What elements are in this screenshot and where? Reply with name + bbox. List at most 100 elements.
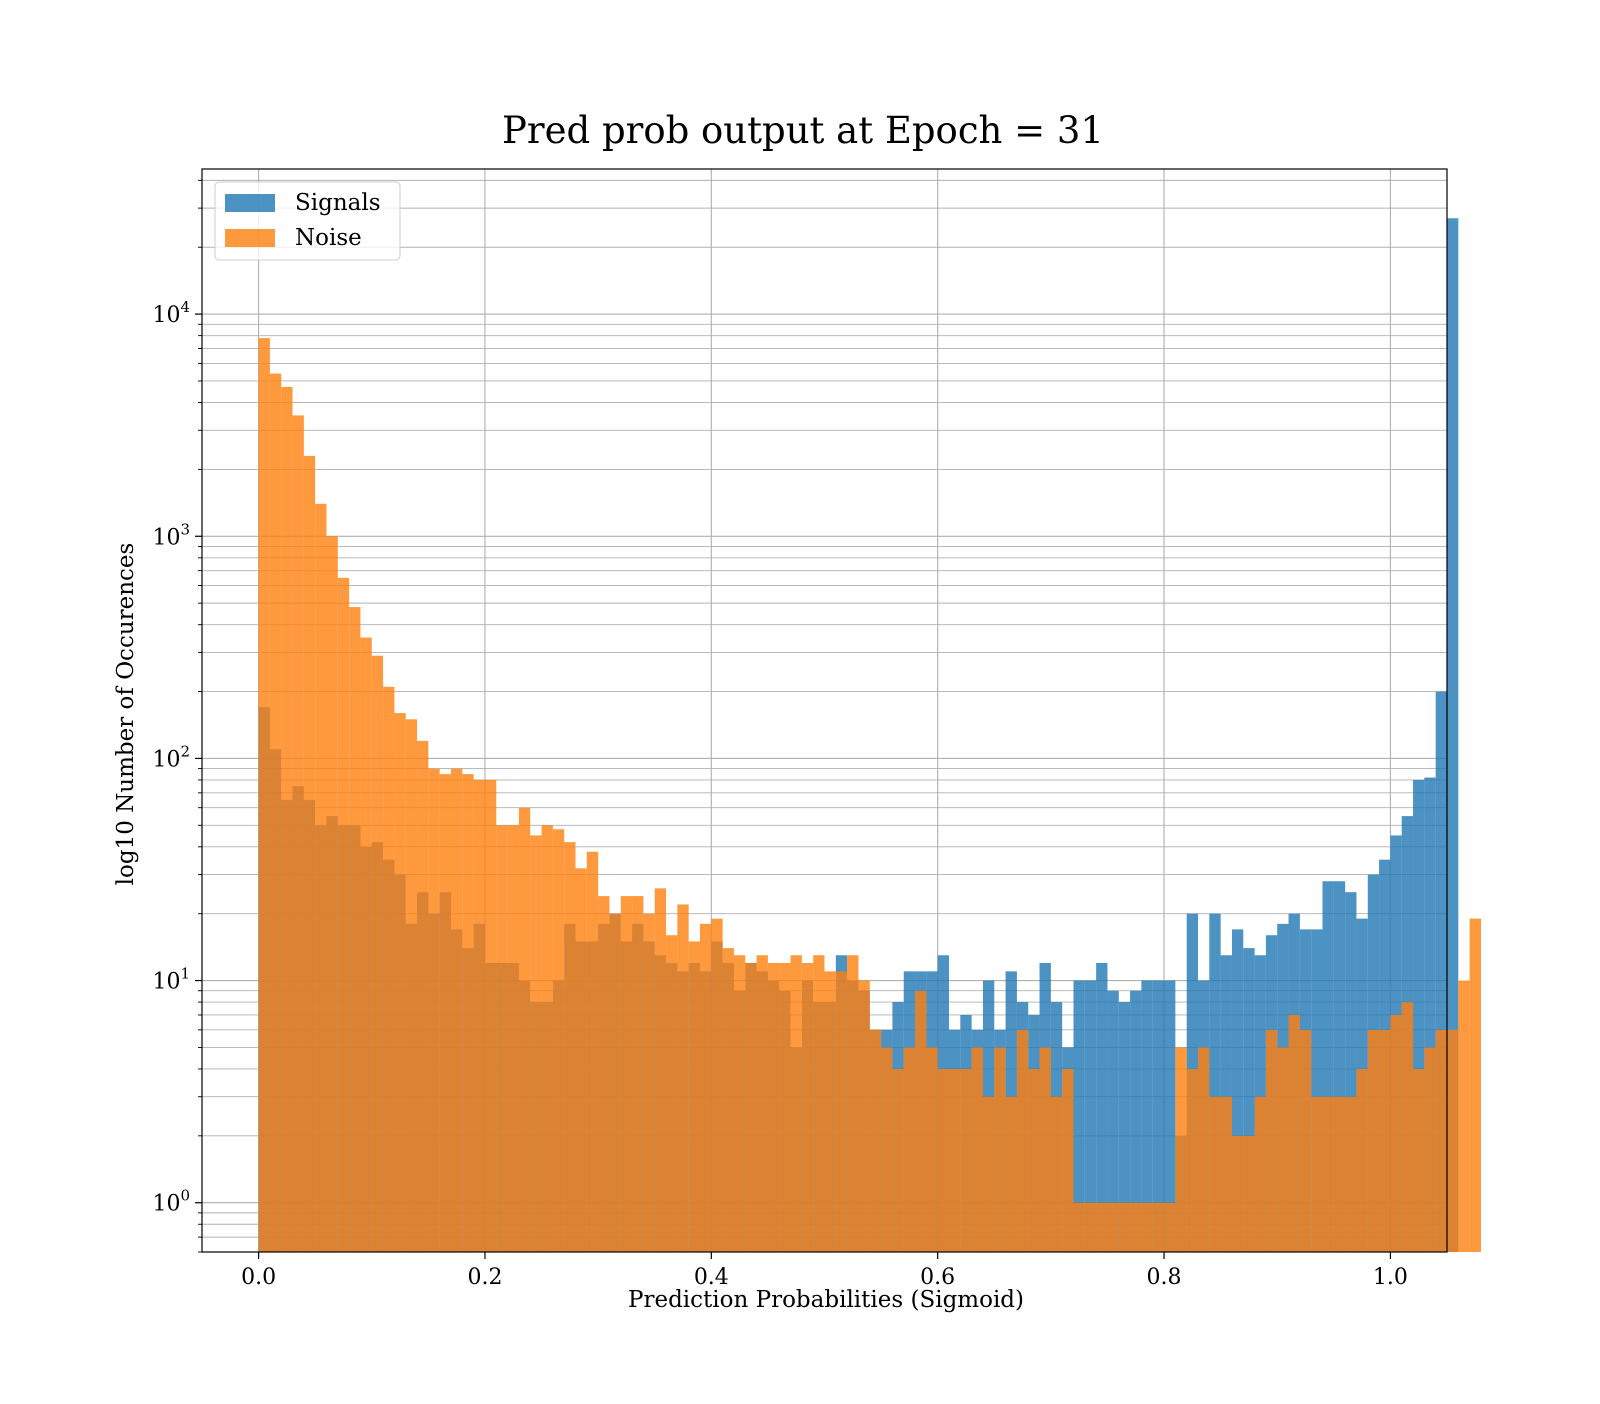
x-tick-label: 1.0 — [1373, 1265, 1408, 1290]
chart-title: Pred prob output at Epoch = 31 — [502, 109, 1104, 152]
bar-signals — [1231, 929, 1244, 1252]
bar-noise — [903, 1047, 916, 1252]
bar-signals — [1152, 980, 1165, 1252]
bar-signals — [1130, 990, 1142, 1252]
bar-signals — [1333, 881, 1346, 1252]
bar-noise — [711, 918, 723, 1252]
y-tick-label: 104 — [152, 298, 190, 328]
bar-noise — [824, 971, 836, 1252]
bar-noise — [315, 503, 327, 1252]
bar-noise — [1175, 1047, 1187, 1252]
bar-noise — [1039, 1047, 1051, 1252]
bar-noise — [484, 779, 497, 1252]
y-tick-label: 101 — [152, 965, 190, 995]
bar-noise — [360, 637, 372, 1252]
bar-noise — [677, 904, 689, 1252]
bar-noise — [1424, 1047, 1436, 1252]
bar-noise — [575, 868, 587, 1252]
bars-layer — [258, 218, 1481, 1253]
bar-noise — [654, 888, 667, 1252]
bar-signals — [1096, 962, 1108, 1252]
bar-noise — [1084, 1202, 1097, 1252]
bar-noise — [1265, 1029, 1278, 1252]
axes-layer: 0.0 0.2 0.4 0.6 0.8 1.0 100 101 102 103 104 — [152, 168, 1448, 1290]
x-axis-label: Prediction Probabilities (Sigmoid) — [628, 1287, 1024, 1313]
bar-noise — [1435, 1029, 1447, 1252]
bar-noise — [835, 971, 848, 1252]
bar-noise — [779, 962, 791, 1252]
bar-signals — [1345, 892, 1357, 1252]
bar-noise — [1447, 1029, 1459, 1252]
bar-noise — [767, 962, 780, 1252]
bar-noise — [1333, 1096, 1346, 1252]
bar-noise — [586, 851, 599, 1252]
bar-noise — [745, 962, 757, 1252]
bar-noise — [937, 1068, 949, 1252]
bar-noise — [1299, 1029, 1312, 1252]
bar-signals — [1209, 913, 1221, 1252]
y-tick-label: 100 — [152, 1187, 190, 1217]
bar-noise — [1367, 1029, 1380, 1252]
bar-noise — [869, 1029, 882, 1252]
bar-noise — [813, 955, 825, 1252]
bar-noise — [518, 807, 531, 1252]
bar-noise — [1345, 1096, 1357, 1252]
bar-noise — [881, 1047, 893, 1252]
bar-noise — [1073, 1202, 1085, 1252]
bar-signals — [1073, 980, 1085, 1252]
bar-noise — [1220, 1096, 1232, 1252]
bar-noise — [1141, 1202, 1153, 1252]
bar-noise — [473, 779, 485, 1252]
bar-signals — [1435, 691, 1447, 1252]
bar-noise — [1005, 1096, 1017, 1252]
bar-signals — [1424, 777, 1436, 1252]
x-tick-label: 0.2 — [467, 1265, 502, 1290]
bar-noise — [1401, 1002, 1414, 1252]
bar-noise — [1356, 1068, 1368, 1252]
bar-noise — [564, 842, 576, 1252]
legend-label-noise: Noise — [295, 225, 362, 251]
bar-noise — [281, 386, 293, 1252]
bar-signals — [1084, 980, 1097, 1252]
x-tick-label: 0.8 — [1147, 1265, 1182, 1290]
bar-noise — [926, 1047, 938, 1252]
x-tick-label: 0.4 — [694, 1265, 729, 1290]
bar-noise — [552, 829, 565, 1252]
bar-noise — [688, 941, 700, 1252]
bar-noise — [1243, 1135, 1255, 1252]
bar-signals — [1107, 990, 1119, 1252]
bar-noise — [1288, 1014, 1300, 1252]
y-tick-label: 103 — [152, 520, 190, 550]
bar-signals — [1322, 881, 1334, 1252]
bar-noise — [1062, 1068, 1074, 1252]
bar-noise — [417, 740, 429, 1252]
bar-noise — [269, 373, 282, 1252]
bar-signals — [1118, 1002, 1131, 1252]
bar-noise — [303, 455, 316, 1253]
bar-noise — [1379, 1029, 1391, 1252]
bar-noise — [1254, 1096, 1266, 1252]
bar-noise — [1469, 918, 1481, 1252]
bar-signals — [1311, 929, 1323, 1252]
plot-frame — [201, 168, 1448, 1253]
bar-signals — [1164, 980, 1176, 1252]
bar-noise — [915, 990, 927, 1252]
bar-noise — [496, 825, 508, 1252]
bar-noise — [1311, 1096, 1323, 1252]
legend-swatch-signals — [225, 194, 275, 212]
bar-noise — [960, 1068, 972, 1252]
bar-noise — [337, 577, 350, 1252]
bar-signals — [1243, 948, 1255, 1252]
bar-noise — [994, 1047, 1006, 1252]
bar-signals — [1447, 218, 1459, 1252]
bar-noise — [1322, 1096, 1334, 1252]
bar-noise — [1118, 1202, 1131, 1252]
bar-noise — [383, 686, 395, 1252]
bar-noise — [349, 607, 361, 1252]
bar-noise — [1050, 1096, 1063, 1252]
bar-noise — [643, 913, 655, 1252]
bar-noise — [326, 536, 338, 1252]
bar-noise — [609, 913, 621, 1252]
bar-noise — [1209, 1096, 1221, 1252]
bar-signals — [1413, 779, 1425, 1252]
